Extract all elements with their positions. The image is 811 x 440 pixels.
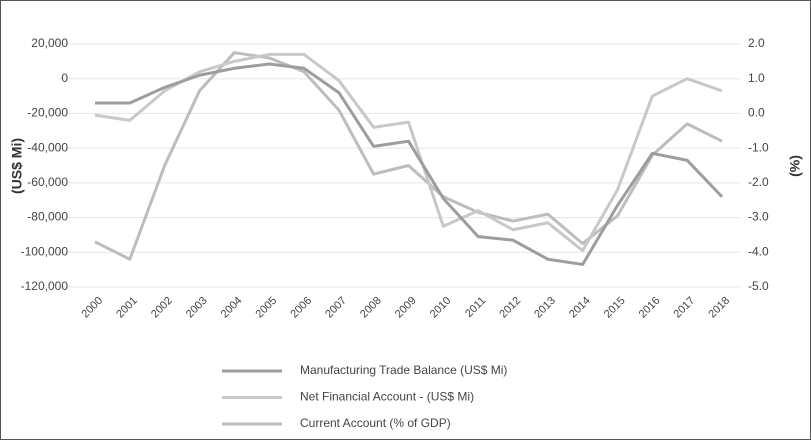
y2-tick-label: 2.0 bbox=[748, 36, 765, 50]
series-line bbox=[95, 62, 724, 266]
y2-tick-label: -4.0 bbox=[748, 244, 769, 258]
y-tick-label: -80,000 bbox=[27, 210, 68, 224]
y-tick-label: -40,000 bbox=[27, 140, 68, 154]
y-tick-label: -120,000 bbox=[21, 279, 69, 293]
y2-tick-label: 1.0 bbox=[748, 71, 765, 85]
y-tick-label: -100,000 bbox=[21, 244, 69, 258]
y-tick-label: 20,000 bbox=[31, 36, 68, 50]
y2-tick-label: -2.0 bbox=[748, 175, 769, 189]
y2-tick-label: -1.0 bbox=[748, 140, 769, 154]
y2-tick-label: -5.0 bbox=[748, 279, 769, 293]
legend-label: Net Financial Account - (US$ Mi) bbox=[300, 390, 474, 404]
y2-tick-label: -3.0 bbox=[748, 210, 769, 224]
y-tick-label: -60,000 bbox=[27, 175, 68, 189]
y2-tick-label: 0.0 bbox=[748, 106, 765, 120]
legend-label: Manufacturing Trade Balance (US$ Mi) bbox=[300, 363, 507, 377]
legend-label: Current Account (% of GDP) bbox=[300, 416, 451, 430]
y-axis-label: (US$ Mi) bbox=[9, 138, 25, 194]
y-tick-label: 0 bbox=[61, 71, 68, 85]
y-tick-label: -20,000 bbox=[27, 106, 68, 120]
series-line bbox=[94, 51, 723, 261]
y2-axis-label: (%) bbox=[787, 155, 803, 177]
series-line bbox=[94, 52, 723, 253]
